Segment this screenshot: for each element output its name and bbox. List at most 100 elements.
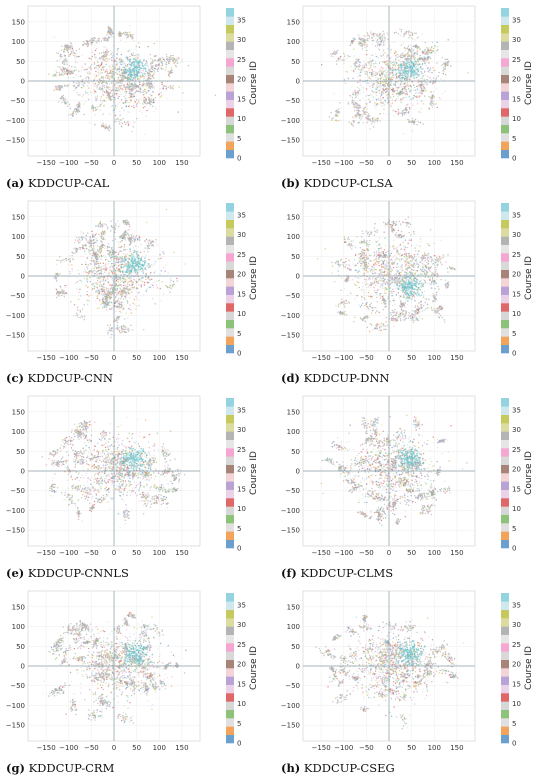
colorbar-segment xyxy=(226,8,234,17)
data-point xyxy=(144,65,147,67)
data-point xyxy=(89,39,91,41)
data-point xyxy=(76,289,78,291)
data-point xyxy=(94,291,97,294)
data-point xyxy=(392,69,395,71)
data-point xyxy=(152,101,154,104)
data-point xyxy=(412,61,415,64)
data-point xyxy=(391,99,394,101)
data-point xyxy=(406,70,409,72)
data-point xyxy=(418,63,420,66)
data-point xyxy=(331,119,333,121)
data-point xyxy=(95,250,97,253)
data-point xyxy=(137,58,139,60)
data-point xyxy=(104,36,106,39)
data-point xyxy=(94,90,96,93)
data-point xyxy=(78,104,80,107)
data-point xyxy=(376,34,378,36)
data-point xyxy=(396,53,399,56)
data-point xyxy=(406,53,408,55)
data-point xyxy=(103,86,105,88)
data-point xyxy=(153,69,156,72)
data-point xyxy=(111,74,113,76)
data-point xyxy=(126,63,129,66)
data-point xyxy=(372,84,374,87)
data-point xyxy=(401,64,403,66)
data-point xyxy=(129,297,131,299)
data-point xyxy=(366,70,368,73)
data-point xyxy=(117,78,119,80)
data-point xyxy=(357,65,359,67)
data-point xyxy=(379,82,382,85)
data-point xyxy=(88,70,90,73)
data-point xyxy=(356,109,358,111)
data-point xyxy=(333,50,335,52)
data-point xyxy=(68,55,70,57)
data-point xyxy=(410,44,412,47)
data-point xyxy=(358,58,360,61)
data-point xyxy=(171,69,173,72)
data-point xyxy=(107,58,110,61)
data-point xyxy=(101,66,103,69)
data-point xyxy=(120,53,123,56)
data-point xyxy=(94,37,96,40)
data-point xyxy=(363,35,366,37)
data-point xyxy=(401,74,404,77)
data-point xyxy=(415,69,417,71)
data-point xyxy=(95,67,98,70)
data-point xyxy=(358,121,360,124)
data-point xyxy=(107,30,110,32)
data-point xyxy=(79,106,81,109)
data-point xyxy=(127,60,130,62)
data-point xyxy=(396,68,399,71)
data-point xyxy=(382,30,384,33)
data-point xyxy=(114,102,117,104)
data-point xyxy=(56,71,58,74)
data-point xyxy=(372,96,374,98)
data-point xyxy=(387,77,389,79)
data-point xyxy=(354,114,356,117)
data-point xyxy=(424,56,426,59)
data-point xyxy=(444,63,446,65)
data-point xyxy=(413,57,415,59)
data-point xyxy=(136,117,138,120)
data-point xyxy=(392,90,394,92)
data-point xyxy=(62,94,64,97)
data-point xyxy=(163,58,165,60)
data-point xyxy=(148,67,150,70)
data-point xyxy=(424,62,426,65)
data-point xyxy=(128,105,130,108)
data-point xyxy=(397,97,399,100)
data-point xyxy=(386,94,388,96)
data-point xyxy=(55,73,57,76)
data-point xyxy=(138,55,140,57)
data-point xyxy=(111,59,113,61)
data-point xyxy=(353,37,355,39)
data-point xyxy=(104,46,107,49)
data-point xyxy=(128,277,130,280)
data-point xyxy=(120,263,123,266)
data-point xyxy=(120,59,123,61)
data-point xyxy=(420,111,422,114)
data-point xyxy=(411,34,414,37)
x-tick-label: −100 xyxy=(334,159,353,167)
data-point xyxy=(125,297,127,300)
colorbar-segment xyxy=(501,8,509,17)
data-point xyxy=(100,284,102,286)
data-point xyxy=(383,49,385,51)
data-point xyxy=(153,281,155,283)
data-point xyxy=(423,60,425,63)
data-point xyxy=(69,83,71,85)
data-point xyxy=(409,90,411,93)
data-point xyxy=(397,76,399,78)
data-point xyxy=(101,280,103,283)
data-point xyxy=(146,288,148,290)
data-point xyxy=(163,253,165,255)
data-point xyxy=(129,63,131,66)
data-point xyxy=(339,55,342,58)
data-point xyxy=(399,91,402,94)
data-point xyxy=(429,103,432,105)
data-point xyxy=(414,86,416,89)
data-point xyxy=(365,113,367,116)
data-point xyxy=(146,91,148,94)
data-point xyxy=(378,90,380,92)
